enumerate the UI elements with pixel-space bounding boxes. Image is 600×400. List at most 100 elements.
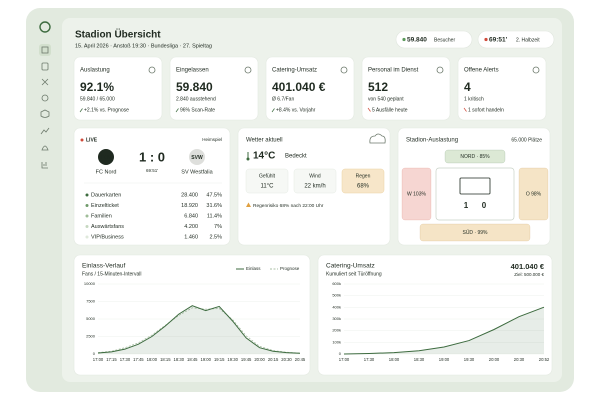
y-tick-label: 300k — [332, 316, 341, 321]
y-tick-label: 0 — [93, 351, 96, 356]
nav-dashboard[interactable] — [41, 46, 49, 54]
stand[interactable] — [444, 149, 506, 164]
weather-warning: Regenrisiko 68% nach 22:00 Uhr — [253, 203, 324, 209]
x-tick-label: 18:00 — [389, 357, 400, 362]
line — [343, 306, 545, 355]
x-tick-label: 17:30 — [120, 357, 131, 362]
row-count: 1.460 — [184, 234, 198, 240]
kpi-delta: 5 Ausfälle heute — [372, 107, 408, 113]
kpi-icon — [532, 66, 540, 74]
status-dot — [402, 37, 406, 42]
stand-label: SÜD · 99% — [462, 229, 488, 236]
weather-icon — [369, 133, 386, 144]
trend-icon — [79, 108, 83, 113]
kpi-card — [73, 56, 163, 121]
home-code: FCN — [101, 155, 112, 161]
condition: Bedeckt — [285, 154, 307, 160]
trend-icon — [175, 108, 179, 113]
thermometer-icon — [246, 157, 250, 161]
nav-personnel[interactable] — [41, 94, 49, 102]
kpi-icon — [340, 66, 348, 74]
logo — [39, 21, 51, 33]
stand-label: W 103% — [407, 191, 426, 197]
y-tick-label: 100k — [332, 339, 341, 344]
weather-stat — [293, 168, 337, 194]
chart-subtitle: Fans / 15-Minuten-Intervall — [82, 271, 141, 277]
stat-label: Regen — [356, 173, 371, 179]
row-share: 47.5% — [206, 192, 222, 198]
row-label: Einzelticket — [91, 203, 119, 209]
area — [98, 305, 300, 354]
x-tick-label: 20:52 — [539, 357, 550, 362]
away-code: SVW — [191, 155, 203, 161]
stand[interactable] — [419, 223, 531, 242]
score: 1 : 0 — [139, 149, 165, 164]
kpi-value: 92.1% — [80, 80, 114, 94]
pill-value: 59.840 — [407, 37, 427, 44]
kpi-sub: Ø 6.7/Fan — [272, 96, 294, 102]
x-tick-label: 17:30 — [364, 357, 375, 362]
y-tick-label: 7500 — [86, 299, 96, 304]
x-tick-label: 19:30 — [464, 357, 475, 362]
stat-value: 68% — [357, 184, 370, 190]
stand-label: NORD · 85% — [460, 154, 490, 160]
line — [97, 305, 301, 354]
pill-value: 69:51' — [489, 37, 508, 44]
kpi-icon — [436, 66, 444, 74]
x-tick-label: 18:30 — [414, 357, 425, 362]
row-count: 6.840 — [184, 213, 198, 219]
trend-icon — [463, 107, 467, 112]
kpi-title: Eingelassen — [176, 68, 209, 74]
kpi-delta: 96% Scan-Rate — [180, 107, 215, 113]
kpi-title: Catering-Umsatz — [272, 68, 317, 74]
stand[interactable] — [401, 167, 432, 221]
pill-label: Besucher — [434, 37, 455, 43]
x-tick-label: 20:30 — [281, 357, 292, 362]
kpi-icon — [244, 66, 252, 74]
legend-label: Prognose — [280, 266, 300, 271]
away-badge — [189, 149, 205, 165]
row-dot — [85, 225, 89, 228]
row-label: Familien — [91, 213, 112, 219]
nav-active[interactable] — [39, 44, 51, 56]
nav-catering[interactable] — [41, 78, 49, 86]
pill-match-time — [477, 30, 555, 49]
home-name: FC Nord — [96, 169, 117, 175]
row-label: VIP/Business — [91, 234, 124, 240]
chart-target: Ziel: 500.000 € — [514, 272, 544, 277]
pitch-score-away: 0 — [482, 201, 487, 210]
x-tick-label: 17:00 — [339, 357, 350, 362]
kpi-sub: 2.840 ausstehend — [176, 96, 216, 102]
kpi-card — [169, 56, 259, 121]
x-tick-label: 18:30 — [174, 357, 185, 362]
capacity: 65.000 Plätze — [511, 137, 542, 143]
kpi-card — [361, 56, 451, 121]
x-tick-label: 17:45 — [133, 357, 144, 362]
weather-stat — [341, 168, 385, 194]
row-count: 4.200 — [184, 224, 198, 230]
nav-reports[interactable] — [41, 162, 48, 169]
kpi-card — [265, 56, 355, 121]
nav-trends[interactable] — [40, 127, 50, 135]
x-tick-label: 17:00 — [93, 357, 104, 362]
kpi-delta: +2.1% vs. Prognose — [84, 107, 129, 113]
kpi-title: Personal im Dienst — [368, 68, 419, 74]
live-dot — [80, 138, 84, 142]
x-tick-label: 20:45 — [295, 357, 306, 362]
nav-tickets[interactable] — [41, 62, 49, 71]
nav-security[interactable] — [40, 109, 50, 118]
kpi-value: 59.840 — [176, 80, 213, 94]
nav-alerts[interactable] — [41, 145, 49, 151]
x-tick-label: 20:15 — [268, 357, 279, 362]
kpi-value: 512 — [368, 80, 388, 94]
pill-label: 2. Halbzeit — [516, 37, 540, 43]
chart-title: Catering-Umsatz — [326, 263, 375, 270]
chart-total: 401.040 € — [511, 262, 545, 271]
x-tick-label: 19:45 — [241, 357, 252, 362]
stand[interactable] — [518, 167, 549, 221]
kpi-title: Auslastung — [80, 68, 110, 74]
kpi-value: 401.040 € — [272, 80, 326, 94]
stat-label: Wind — [309, 173, 321, 179]
y-tick-label: 400k — [332, 304, 341, 309]
